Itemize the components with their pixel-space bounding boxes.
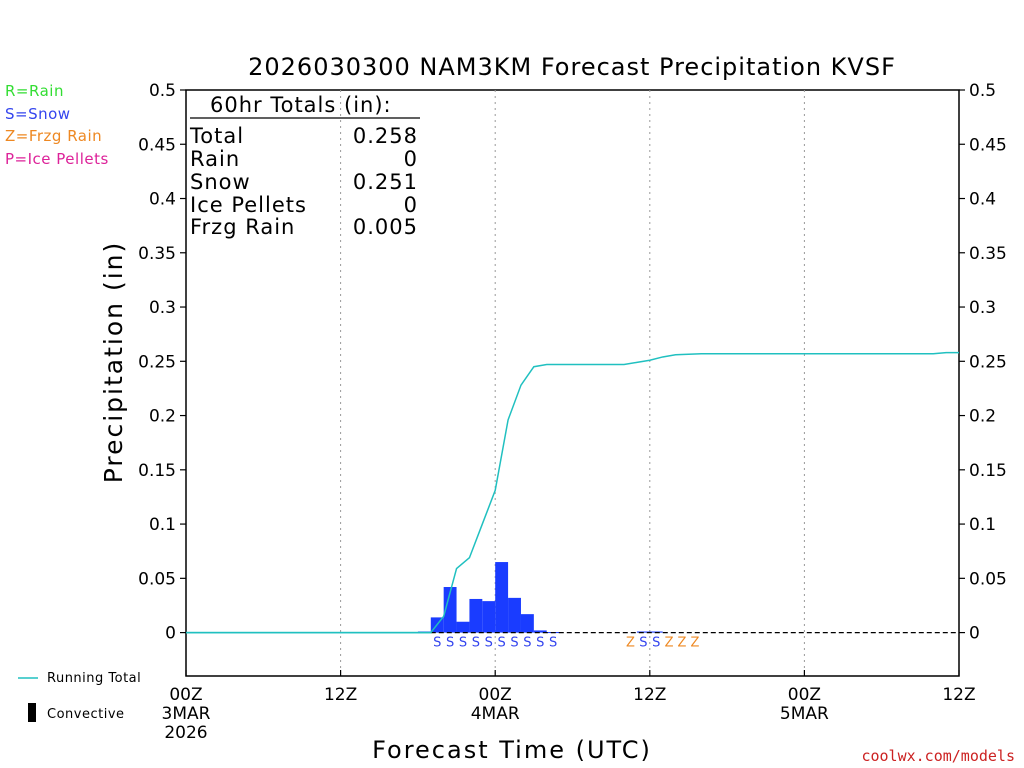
y-tick-label-left-1: 0.05: [138, 569, 176, 589]
legend-frzg-rain: Z=Frzg Rain: [5, 127, 102, 145]
precip-type-marker-9: S: [549, 636, 557, 651]
precip-type-marker-5: S: [498, 636, 506, 651]
y-tick-label-left-8: 0.4: [149, 190, 176, 210]
y-tick-label-left-10: 0.5: [149, 81, 176, 101]
precip-type-marker-8: S: [536, 636, 544, 651]
y-tick-label-left-7: 0.35: [138, 244, 176, 264]
running-total-polyline: [186, 351, 959, 634]
legend-convective: Convective: [47, 707, 125, 722]
precip-bars: [417, 562, 663, 634]
bar-3: [456, 621, 470, 633]
y-tick-label-right-4: 0.2: [969, 407, 996, 427]
y-tick-label-right-5: 0.25: [969, 352, 1007, 372]
y-axis-title: Precipitation (in): [99, 241, 128, 484]
bar-6: [495, 562, 509, 633]
plot-frame: [185, 89, 960, 677]
bar-2: [443, 587, 457, 633]
totals-value-ice-pellets: 0: [404, 193, 418, 217]
bar-8: [520, 614, 534, 633]
precip-type-marker-13: Z: [665, 636, 674, 651]
precip-type-marker-10: Z: [626, 636, 635, 651]
precip-type-marker-14: Z: [678, 636, 687, 651]
y-tick-label-right-2: 0.1: [969, 515, 996, 535]
convective-swatch: [28, 703, 36, 722]
precip-type-marker-15: Z: [690, 636, 699, 651]
totals-label-frzg-rain: Frzg Rain: [190, 215, 295, 239]
totals-header: 60hr Totals (in):: [210, 93, 392, 117]
y-tick-label-right-8: 0.4: [969, 190, 996, 210]
bar-9: [533, 630, 547, 633]
precip-type-marker-2: S: [459, 636, 467, 651]
x-tick-label-1: 12Z: [324, 685, 357, 705]
x-tick-date-0: 3MAR: [162, 704, 211, 724]
totals-label-total: Total: [189, 124, 244, 148]
precip-type-marker-1: S: [446, 636, 454, 651]
y-tick-label-right-9: 0.45: [969, 135, 1007, 155]
y-tick-label-right-0: 0: [969, 624, 980, 644]
totals-value-snow: 0.251: [353, 170, 418, 194]
y-axis-left: 0 0.05 0.1 0.15 0.2 0.25 0.3 0.35 0.4 0.45 0.5: [138, 81, 186, 644]
y-tick-label-right-10: 0.5: [969, 81, 996, 101]
credit-link[interactable]: coolwx.com/models: [861, 747, 1015, 765]
x-axis-title: Forecast Time (UTC): [372, 736, 652, 764]
totals-value-total: 0.258: [353, 124, 418, 148]
y-tick-label-right-1: 0.05: [969, 569, 1007, 589]
y-tick-label-right-3: 0.15: [969, 461, 1007, 481]
chart-title: 2026030300 NAM3KM Forecast Precipitation…: [248, 53, 896, 81]
x-tick-label-3: 12Z: [633, 685, 666, 705]
totals-label-rain: Rain: [190, 147, 240, 171]
y-axis-right: 0 0.05 0.1 0.15 0.2 0.25 0.3 0.35 0.4 0.45 0.5: [959, 81, 1007, 644]
legend-rain: R=Rain: [5, 82, 64, 100]
precip-type-marker-6: S: [510, 636, 518, 651]
totals-value-rain: 0: [404, 147, 418, 171]
bar-4: [469, 598, 483, 633]
y-tick-label-right-7: 0.35: [969, 244, 1007, 264]
y-tick-label-left-6: 0.3: [149, 298, 176, 318]
x-tick-label-5: 12Z: [942, 685, 975, 705]
precip-type-marker-3: S: [472, 636, 480, 651]
precip-type-marker-7: S: [523, 636, 531, 651]
legend-running-total: Running Total: [47, 671, 141, 686]
totals-value-frzg-rain: 0.005: [353, 215, 418, 239]
x-tick-label-2: 00Z: [479, 685, 512, 705]
y-tick-label-right-6: 0.3: [969, 298, 996, 318]
y-tick-label-left-2: 0.1: [149, 515, 176, 535]
x-tick-date-4: 5MAR: [780, 704, 829, 724]
bar-5: [482, 601, 496, 633]
y-tick-label-left-9: 0.45: [138, 135, 176, 155]
precip-type-marker-11: S: [639, 636, 647, 651]
y-tick-label-left-0: 0: [165, 624, 176, 644]
x-tick-date-2: 4MAR: [471, 704, 520, 724]
precip-type-marker-12: S: [652, 636, 660, 651]
legend-ice-pellets: P=Ice Pellets: [5, 150, 109, 168]
y-tick-label-left-3: 0.15: [138, 461, 176, 481]
y-tick-label-left-4: 0.2: [149, 407, 176, 427]
y-tick-label-left-5: 0.25: [138, 352, 176, 372]
x-tick-label-4: 00Z: [788, 685, 821, 705]
grid-lines: [340, 90, 805, 676]
x-tick-label-0: 00Z: [169, 685, 202, 705]
x-tick-year-0: 2026: [164, 723, 207, 743]
totals-label-ice-pellets: Ice Pellets: [190, 193, 307, 217]
bar-7: [508, 597, 521, 633]
precip-type-marker-0: S: [433, 636, 441, 651]
legend-snow: S=Snow: [5, 105, 71, 123]
totals-box: 60hr Totals (in): Total 0.258 Rain 0 Sno…: [189, 93, 420, 239]
precip-type-marker-4: S: [485, 636, 493, 651]
totals-label-snow: Snow: [190, 170, 251, 194]
running-total-line: [186, 351, 959, 634]
